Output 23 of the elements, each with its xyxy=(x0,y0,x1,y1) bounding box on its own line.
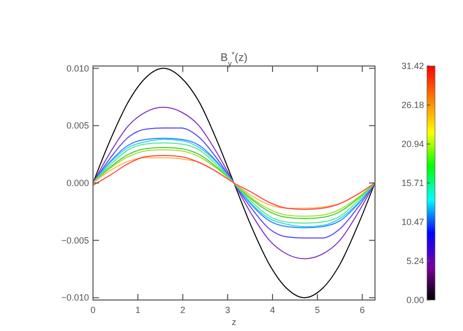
color-bar-label: 31.42 xyxy=(401,61,424,71)
line-series xyxy=(92,127,376,239)
x-axis-title: z xyxy=(232,317,237,327)
y-tick-label: 0.000 xyxy=(66,178,89,188)
x-tick-label: 1 xyxy=(135,305,140,315)
x-tick-label: 5 xyxy=(314,305,320,315)
line-series xyxy=(92,106,376,260)
y-tick-label: −0.005 xyxy=(61,235,89,246)
color-bar-label: 5.24 xyxy=(406,256,424,266)
y-tick-label: −0.010 xyxy=(61,292,89,303)
x-tick-label: 2 xyxy=(180,305,186,315)
line-series xyxy=(92,68,376,298)
x-tick-label: 4 xyxy=(270,305,276,315)
x-tick-label: 6 xyxy=(360,305,365,315)
color-bar-label: 20.94 xyxy=(401,139,424,150)
color-bar-label: 15.71 xyxy=(401,178,424,188)
color-bar-label: 0.00 xyxy=(406,295,424,305)
x-tick-label: 0 xyxy=(90,305,96,315)
color-bar-label: 10.47 xyxy=(401,217,424,228)
y-tick-label: 0.005 xyxy=(66,120,89,131)
y-tick-label: 0.010 xyxy=(66,63,89,74)
color-bar-label: 26.18 xyxy=(401,100,424,110)
x-tick-label: 3 xyxy=(225,305,230,315)
